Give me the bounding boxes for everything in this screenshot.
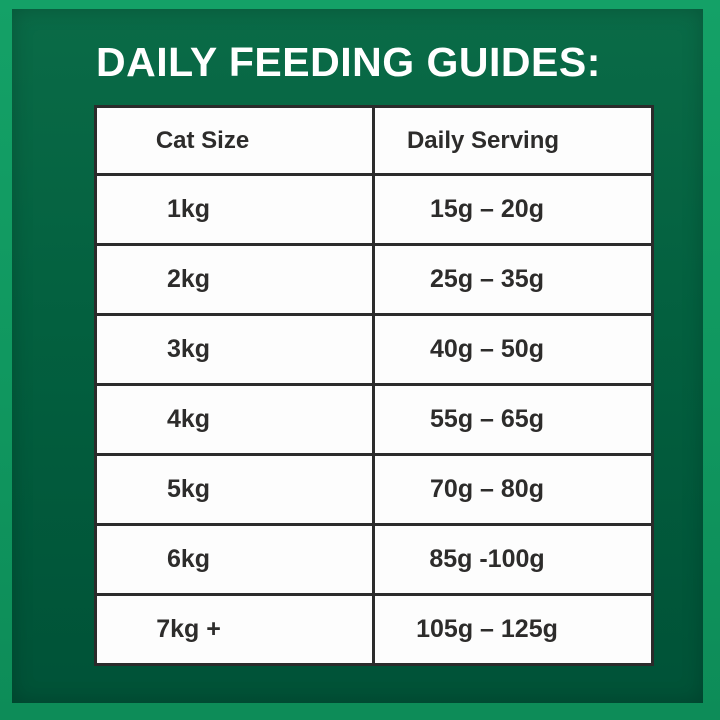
cat-size-cell: 6kg (94, 523, 375, 596)
table-row: 3kg 40g – 50g (94, 313, 654, 386)
daily-serving-cell: 105g – 125g (372, 593, 654, 666)
table-row: 1kg 15g – 20g (94, 173, 654, 246)
daily-serving-cell: 85g -100g (372, 523, 654, 596)
cat-size-cell: 4kg (94, 383, 375, 456)
cat-size-cell: 5kg (94, 453, 375, 526)
header-daily-serving: Daily Serving (372, 105, 654, 176)
cat-size-cell: 1kg (94, 173, 375, 246)
cat-size-cell: 3kg (94, 313, 375, 386)
cat-size-cell: 7kg + (94, 593, 375, 666)
feeding-guide-table: Cat Size Daily Serving 1kg 15g – 20g 2kg… (94, 105, 654, 666)
table-row: 2kg 25g – 35g (94, 243, 654, 316)
table-row: 4kg 55g – 65g (94, 383, 654, 456)
daily-serving-cell: 70g – 80g (372, 453, 654, 526)
table-row: 5kg 70g – 80g (94, 453, 654, 526)
cat-size-cell: 2kg (94, 243, 375, 316)
header-cat-size: Cat Size (94, 105, 375, 176)
table-row: 7kg + 105g – 125g (94, 593, 654, 666)
page-title: DAILY FEEDING GUIDES: (96, 39, 601, 85)
green-panel: DAILY FEEDING GUIDES: Cat Size Daily Ser… (12, 9, 703, 703)
header-row: Cat Size Daily Serving (94, 105, 654, 176)
daily-serving-cell: 25g – 35g (372, 243, 654, 316)
table-row: 6kg 85g -100g (94, 523, 654, 596)
daily-serving-cell: 55g – 65g (372, 383, 654, 456)
daily-serving-cell: 15g – 20g (372, 173, 654, 246)
daily-serving-cell: 40g – 50g (372, 313, 654, 386)
